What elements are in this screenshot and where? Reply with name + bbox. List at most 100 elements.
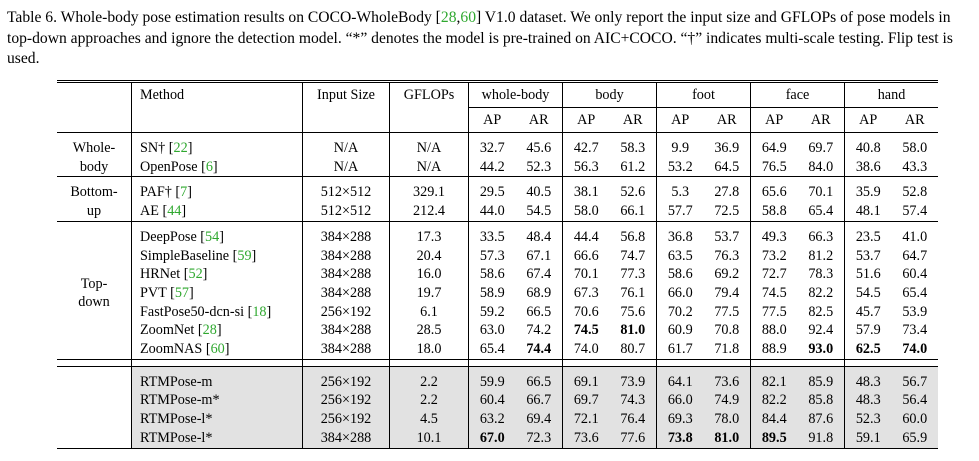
spacer-cell: [562, 220, 610, 228]
metric-value-cell: 59.1: [844, 428, 892, 449]
metric-value-cell: 69.4: [515, 410, 563, 429]
metric-value-cell: 66.5: [515, 372, 563, 392]
header-metric: AP: [562, 107, 610, 133]
method-name: RTMPose-m*: [140, 392, 220, 409]
metric-value-cell: 73.8: [656, 428, 704, 449]
metric-value-cell: 38.1: [562, 183, 610, 203]
spacer-cell: [656, 220, 704, 228]
spacer-cell: [468, 365, 516, 373]
metric-value-cell: 74.0: [562, 340, 610, 360]
spacer-cell: [468, 220, 516, 228]
gflops-cell: N/A: [389, 157, 469, 177]
metric-value-cell: 73.2: [750, 246, 798, 266]
metric-value-cell: 77.6: [609, 428, 657, 449]
spacer-cell: [656, 176, 704, 184]
caption-citation-link[interactable]: 28: [440, 9, 457, 26]
section-spacer: [57, 358, 938, 367]
spacer-cell: [389, 358, 469, 367]
section-label-line: down: [78, 294, 110, 311]
metric-value-cell: 81.2: [808, 247, 834, 264]
method-name: DeepPose: [140, 228, 197, 245]
spacer-cell: [797, 358, 845, 367]
metric-value-cell: 68.9: [526, 284, 552, 301]
spacer-cell: [515, 365, 563, 373]
table-row-highlighted: RTMPose-m 256×192 2.2 59.9 66.5 69.1 73.9 64.1 7…: [57, 372, 938, 392]
spacer-cell: [468, 358, 516, 367]
citation-link[interactable]: 7: [180, 184, 188, 201]
header-metric: AP: [750, 107, 798, 133]
metric-value-cell: 76.4: [609, 410, 657, 429]
spacer-cell: [389, 132, 469, 139]
metric-value-cell: 66.3: [808, 228, 834, 245]
metric-value-cell: 78.3: [808, 266, 834, 283]
citation-link[interactable]: 28: [202, 322, 217, 339]
spacer-cell: [302, 176, 390, 184]
spacer-cell: [703, 220, 751, 228]
citation-link[interactable]: 54: [205, 228, 220, 245]
citation-link[interactable]: 6: [205, 158, 213, 175]
metric-value-cell: 79.4: [714, 284, 740, 301]
input-size-cell: 512×512: [302, 183, 390, 203]
metric-value-cell: 69.3: [656, 410, 704, 429]
spacer-cell: [515, 220, 563, 228]
caption-text-2: ] V1.0 dataset. We only report the input…: [7, 9, 953, 67]
metric-value-cell: 42.7: [562, 139, 610, 158]
metric-value-cell: 85.8: [797, 391, 845, 411]
table-row-highlighted: RTMPose-m* 256×192 2.2 60.4 66.7 69.7 74.3 66.0…: [57, 391, 938, 411]
metric-value-cell: 58.0: [562, 202, 610, 222]
spacer-cell: [750, 132, 798, 139]
metric-value-cell: 88.9: [750, 340, 798, 360]
metric-value-cell: 70.1: [808, 184, 834, 201]
gflops-cell: 28.5: [389, 321, 469, 341]
metric-value-cell: 64.7: [902, 247, 928, 264]
header-group-body: body: [562, 80, 657, 108]
method-name: OpenPose: [140, 158, 198, 175]
method-cell: SimpleBaseline [59]: [131, 246, 303, 266]
method-cell: HRNet [52]: [131, 265, 303, 284]
metric-value-cell: 40.5: [526, 184, 552, 201]
metric-value-cell: 89.5: [750, 428, 798, 449]
table-row: Top-down DeepPose [54] 384×288 17.3 33.5 48.4…: [57, 227, 938, 310]
gflops-cell: 18.0: [389, 340, 469, 360]
citation-link[interactable]: 60: [210, 341, 225, 358]
metric-value-cell: 72.7: [750, 265, 798, 284]
citation-link[interactable]: 59: [237, 247, 252, 264]
metric-value-cell: 60.4: [902, 266, 928, 283]
metric-value-cell: 74.9: [703, 391, 751, 411]
metric-value-cell: 72.3: [515, 428, 563, 449]
metric-value-cell: 66.0: [656, 391, 704, 411]
method-name: HRNet: [140, 266, 181, 283]
spacer-cell: [515, 358, 563, 367]
metric-value-cell: 49.3: [750, 227, 798, 247]
metric-value-cell: 45.6: [526, 140, 552, 156]
spacer-cell: [57, 365, 132, 373]
caption-citation-link[interactable]: 60: [460, 9, 476, 26]
metric-value-cell: 59.2: [468, 302, 516, 322]
spacer-cell: [562, 132, 610, 139]
section-label-cell: [57, 373, 132, 392]
citation-link[interactable]: 18: [252, 303, 267, 320]
metric-value-cell: 53.2: [656, 157, 704, 177]
metric-value-cell: 93.0: [808, 341, 834, 358]
metric-value-cell: 73.9: [609, 372, 657, 392]
metric-value-cell: 66.6: [562, 246, 610, 266]
section-label-cell: Whole-body: [57, 139, 132, 177]
table-row: HRNet [52] 384×288 16.0 58.6 67.4 70.1 77.3 58.…: [57, 265, 938, 284]
citation-link[interactable]: 44: [167, 203, 182, 220]
spacer-cell: [750, 358, 798, 367]
metric-value-cell: 66.0: [656, 283, 704, 303]
header-row-metrics: AP AR AP AR AP AR AP AR AP AR: [57, 107, 938, 133]
citation-link[interactable]: 57: [174, 284, 190, 301]
citation-link[interactable]: 22: [173, 140, 188, 156]
method-name: PVT: [140, 284, 167, 301]
spacer-cell: [844, 365, 892, 373]
citation-link[interactable]: 52: [188, 266, 203, 283]
metric-value-cell: 69.2: [714, 266, 740, 283]
metric-value-cell: 59.9: [468, 372, 516, 392]
input-size-cell: 384×288: [302, 227, 390, 247]
metric-value-cell: 53.7: [844, 246, 892, 266]
metric-value-cell: 54.5: [526, 203, 552, 220]
section-spacer: [57, 220, 938, 228]
metric-value-cell: 82.2: [750, 391, 798, 411]
metric-value-cell: 57.3: [468, 246, 516, 266]
